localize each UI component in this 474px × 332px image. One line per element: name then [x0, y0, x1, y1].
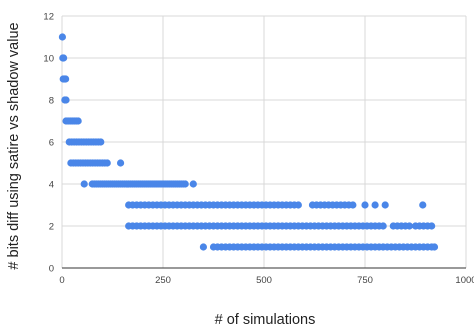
data-point: [80, 180, 88, 188]
data-point: [381, 201, 389, 209]
data-point: [74, 117, 82, 125]
data-point: [430, 243, 439, 251]
y-tick-label: 6: [49, 138, 54, 149]
y-axis-ticks: 0 2 4 6 8 10 12: [43, 12, 54, 275]
data-points: [58, 33, 439, 251]
data-point: [371, 201, 379, 209]
y-tick-label: 2: [49, 222, 54, 233]
data-point: [189, 180, 197, 188]
data-point: [181, 180, 189, 188]
data-point: [294, 201, 302, 209]
data-point: [199, 243, 207, 251]
y-tick-label: 0: [49, 264, 54, 275]
data-point: [62, 75, 70, 83]
x-tick-label: 1000: [455, 275, 474, 286]
data-point: [405, 222, 414, 230]
y-tick-label: 12: [43, 12, 54, 23]
y-axis-title: # bits diff using satire vs shadow value: [6, 22, 22, 269]
x-tick-label: 0: [59, 275, 64, 286]
x-tick-label: 750: [357, 275, 373, 286]
data-point: [379, 222, 387, 230]
x-axis-title: # of simulations: [215, 312, 316, 328]
data-point: [428, 222, 436, 230]
data-point: [361, 201, 369, 209]
data-point: [58, 33, 67, 41]
y-tick-label: 8: [49, 96, 54, 107]
data-point: [60, 54, 68, 62]
data-point: [97, 138, 105, 146]
gridlines: [61, 15, 467, 268]
data-point: [116, 159, 125, 167]
x-tick-label: 500: [256, 275, 272, 286]
y-tick-label: 4: [49, 180, 54, 191]
y-tick-label: 10: [43, 54, 54, 65]
data-point: [62, 96, 70, 104]
data-point: [103, 159, 111, 167]
data-point: [349, 201, 357, 209]
data-point: [419, 201, 427, 209]
x-tick-label: 250: [155, 275, 171, 286]
x-axis-ticks: 0 250 500 750 1000: [59, 275, 474, 286]
